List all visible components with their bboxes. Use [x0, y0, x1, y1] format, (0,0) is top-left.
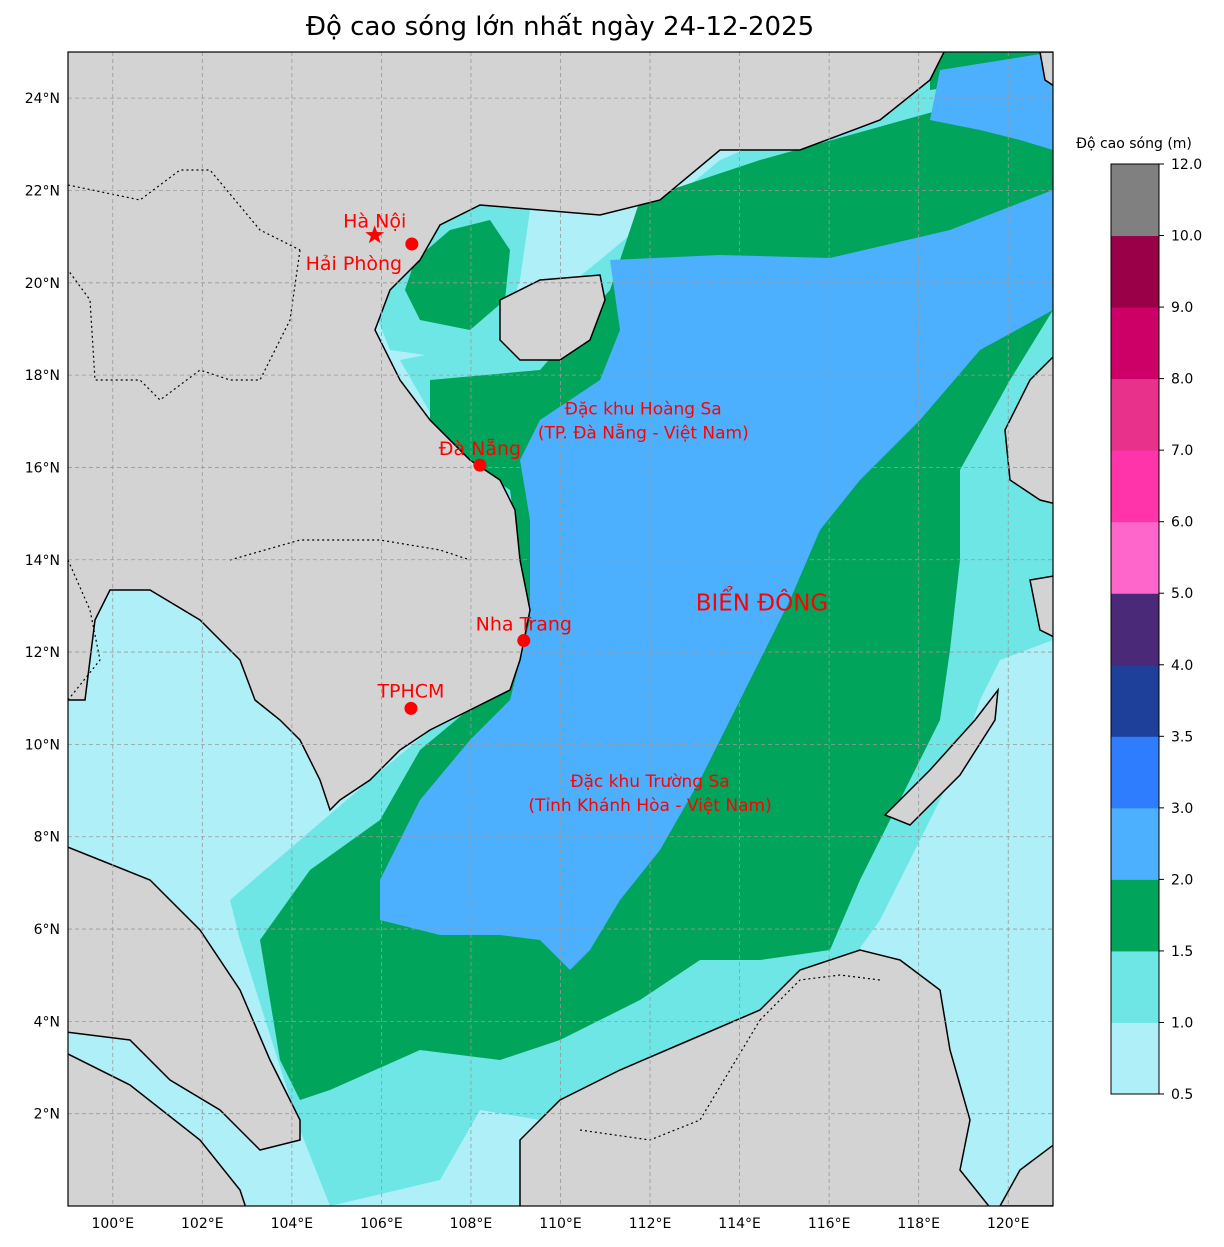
x-tick-label: 102°E [181, 1216, 224, 1232]
colorbar-segment [1111, 807, 1159, 880]
x-tick-label: 108°E [450, 1216, 493, 1232]
x-tick-label: 114°E [718, 1216, 761, 1232]
map-frame [67, 51, 1054, 1207]
wave-zone-2.0-3.0 [380, 52, 1053, 970]
city-dot-marker [473, 458, 487, 472]
land-mindanao-sulu [999, 1144, 1053, 1206]
colorbar-segment [1111, 950, 1159, 1023]
land-hainan [499, 274, 606, 361]
country-borders [68, 169, 881, 1141]
colorbar-segment [1111, 521, 1159, 594]
colorbar-tick-label: 3.0 [1171, 801, 1193, 817]
y-tick-label: 20°N [25, 276, 60, 292]
x-tick-label: 116°E [808, 1216, 851, 1232]
y-tick-label: 4°N [34, 1014, 60, 1030]
land-borneo [519, 949, 990, 1206]
colorbar-segment [1111, 1022, 1159, 1095]
place-labels: Hà Nội Hải Phòng Đà Nẵng Nha Trang TPHCM Đặc … [306, 210, 829, 816]
colorbar-tick-label: 1.5 [1171, 944, 1193, 960]
land-mindoro-panay [1029, 575, 1053, 638]
city-dot-marker [517, 634, 531, 648]
y-tick-label: 8°N [34, 830, 60, 846]
colorbar-segment [1111, 378, 1159, 451]
colorbar-segment [1111, 164, 1159, 237]
colorbar-frame [1110, 163, 1160, 1095]
archipelago-label: (Tỉnh Khánh Hòa - Việt Nam) [528, 796, 771, 816]
archipelago-label: Đặc khu Trường Sa [570, 772, 729, 792]
colorbar-title: Độ cao sóng (m) [1076, 136, 1192, 152]
map-title: Độ cao sóng lớn nhất ngày 24-12-2025 [305, 12, 815, 42]
y-tick-label: 18°N [25, 368, 60, 384]
y-tick-label: 2°N [34, 1107, 60, 1123]
colorbar-tick-label: 0.5 [1171, 1087, 1193, 1103]
city-star-icon [365, 225, 385, 244]
colorbar: Độ cao sóng (m) 0.5 1.0 1.5 2.0 3.0 3.5 4.0 5.0 6… [1076, 136, 1202, 1103]
y-tick-label: 6°N [34, 922, 60, 938]
colorbar-tick-label: 6.0 [1171, 515, 1193, 531]
city-label: TPHCM [376, 680, 444, 702]
archipelago-label: (TP. Đà Nẵng - Việt Nam) [538, 422, 749, 443]
x-tick-label: 112°E [629, 1216, 672, 1232]
x-tick-label: 110°E [539, 1216, 582, 1232]
colorbar-tick-label: 9.0 [1171, 300, 1193, 316]
x-tick-label: 118°E [897, 1216, 940, 1232]
y-tick-label: 10°N [25, 737, 60, 753]
colorbar-segment [1111, 450, 1159, 523]
x-tick-label: 104°E [271, 1216, 314, 1232]
archipelago-label: Đặc khu Hoàng Sa [565, 399, 722, 419]
city-dot-marker [405, 237, 419, 251]
colorbar-tick-label: 3.5 [1171, 729, 1193, 745]
land-masses [68, 52, 1053, 1206]
sea-label: BIỂN ĐÔNG [696, 587, 829, 617]
y-tick-label: 14°N [25, 553, 60, 569]
land-luzon [1004, 355, 1053, 505]
city-label: Hải Phòng [306, 253, 402, 275]
x-tick-label: 106°E [360, 1216, 403, 1232]
city-label: Đà Nẵng [439, 437, 521, 460]
land-malay-peninsula [68, 846, 301, 1151]
x-tick-label: 120°E [987, 1216, 1030, 1232]
colorbar-tick-label: 2.0 [1171, 872, 1193, 888]
colorbar-tick-label: 10.0 [1171, 229, 1202, 245]
axes-labels: 100°E 102°E 104°E 106°E 108°E 110°E 112°E 114°E… [25, 91, 1030, 1232]
colorbar-tick-label: 1.0 [1171, 1015, 1193, 1031]
colorbar-segment [1111, 736, 1159, 809]
land-sumatra [68, 1053, 247, 1206]
city-label: Hà Nội [343, 210, 406, 232]
colorbar-segment [1111, 593, 1159, 666]
city-label: Nha Trang [476, 614, 572, 636]
colorbar-tick-label: 12.0 [1171, 157, 1202, 173]
y-tick-label: 24°N [25, 91, 60, 107]
colorbar-segment [1111, 235, 1159, 308]
colorbar-segment [1111, 879, 1159, 952]
x-tick-label: 100°E [91, 1216, 134, 1232]
colorbar-tick-label: 5.0 [1171, 586, 1193, 602]
y-tick-label: 12°N [25, 645, 60, 661]
colorbar-tick-label: 7.0 [1171, 443, 1193, 459]
colorbar-tick-label: 8.0 [1171, 372, 1193, 388]
colorbar-tick-label: 4.0 [1171, 658, 1193, 674]
y-tick-label: 16°N [25, 460, 60, 476]
colorbar-segment [1111, 664, 1159, 737]
land-indochina-china [68, 52, 945, 812]
land-taiwan [1039, 52, 1053, 87]
y-tick-label: 22°N [25, 183, 60, 199]
city-dot-marker [404, 701, 418, 715]
graticule [68, 52, 1053, 1206]
colorbar-segment [1111, 307, 1159, 380]
